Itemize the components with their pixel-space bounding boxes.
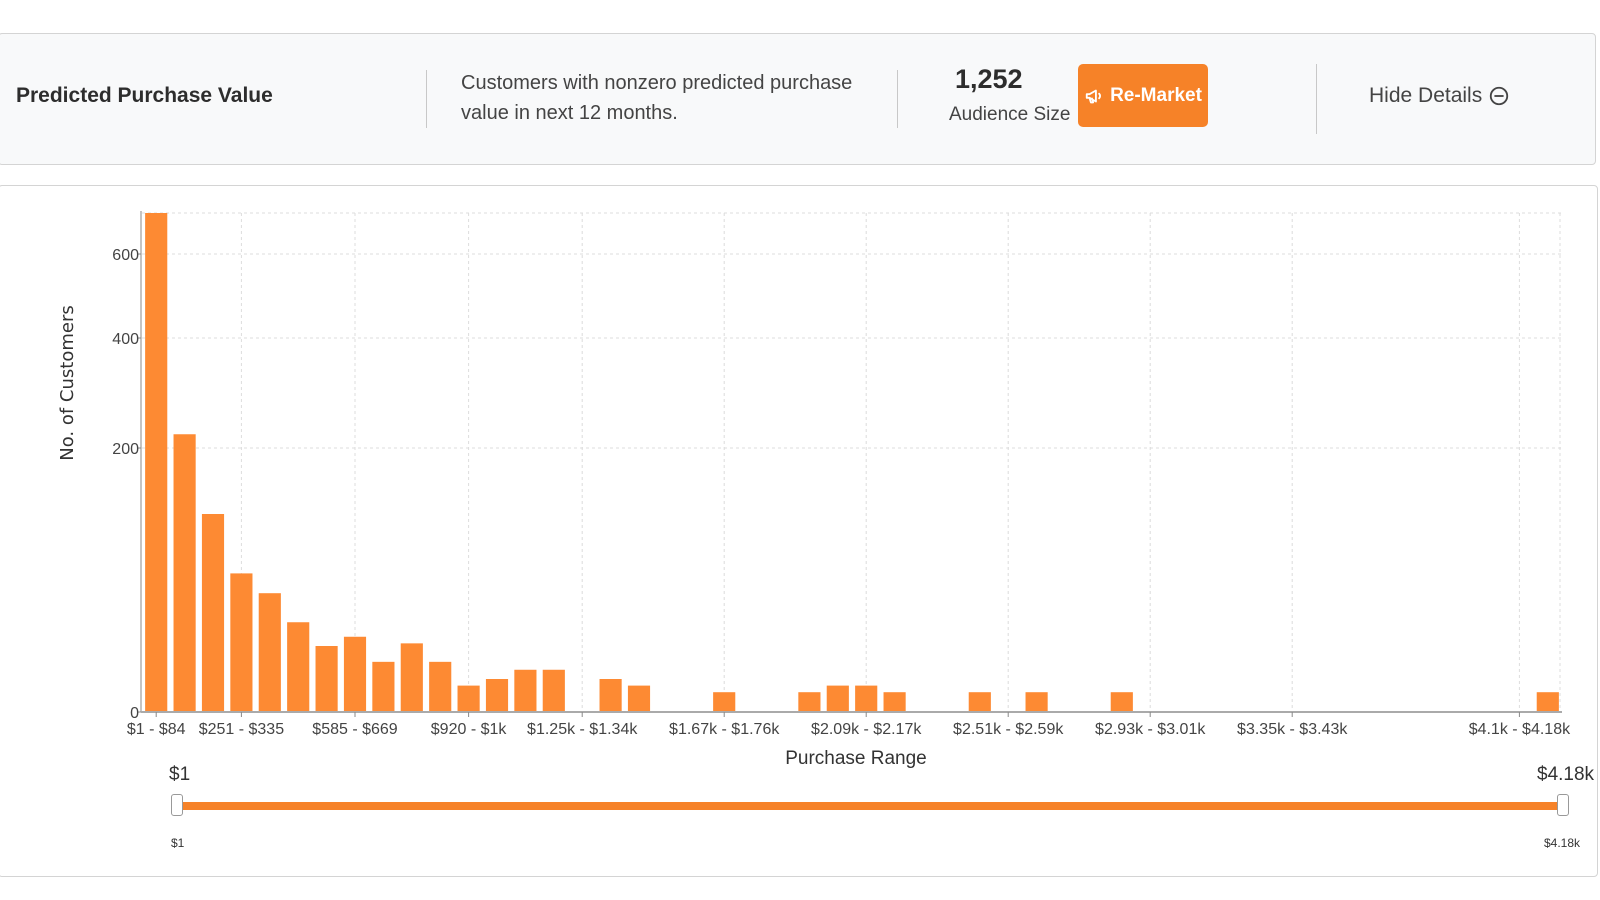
- bar: [201, 514, 225, 712]
- y-axis-label: No. of Customers: [57, 305, 78, 461]
- range-max-value: $4.18k: [1537, 764, 1595, 785]
- x-tick-label: $2.93k - $3.01k: [1095, 721, 1206, 738]
- bar: [855, 685, 878, 712]
- x-tick-label: $1.67k - $1.76k: [669, 721, 780, 738]
- header-card: [0, 33, 1596, 165]
- bar: [485, 679, 509, 712]
- bar: [1110, 692, 1133, 712]
- bar: [258, 593, 281, 712]
- hide-details-label: Hide Details: [1369, 84, 1483, 107]
- bar: [883, 692, 906, 712]
- bar: [713, 692, 736, 712]
- divider: [1316, 64, 1317, 134]
- bar: [173, 434, 196, 712]
- range-min-tick: $1: [171, 836, 185, 850]
- x-tick-label: $1.25k - $1.34k: [527, 721, 638, 738]
- bar: [826, 685, 849, 712]
- x-tick-label: $4.1k - $4.18k: [1469, 721, 1571, 738]
- bar: [343, 636, 367, 712]
- chart-card: [0, 185, 1598, 877]
- bar: [429, 661, 452, 712]
- divider: [897, 70, 898, 128]
- bar: [372, 661, 395, 712]
- audience-size-label: Audience Size: [949, 104, 1071, 125]
- x-axis-label: Purchase Range: [785, 748, 927, 769]
- re-market-button[interactable]: Re-Market: [1078, 64, 1208, 127]
- y-tick-label: 600: [112, 247, 139, 264]
- bar: [514, 669, 537, 712]
- minus-circle-icon: [1490, 86, 1509, 106]
- x-tick-label: $920 - $1k: [431, 721, 508, 738]
- bar: [457, 685, 480, 712]
- x-tick-label: $1 - $84: [127, 721, 186, 738]
- bar: [542, 669, 565, 712]
- bar: [627, 685, 651, 712]
- bar: [1025, 692, 1048, 712]
- audience-description: Customers with nonzero predicted purchas…: [461, 72, 853, 124]
- x-tick-label: $2.09k - $2.17k: [811, 721, 922, 738]
- bar: [400, 643, 423, 712]
- x-tick-label: $251 - $335: [199, 721, 285, 738]
- x-tick-label: $585 - $669: [312, 721, 398, 738]
- bar: [287, 622, 310, 712]
- page-title: Predicted Purchase Value: [16, 84, 273, 107]
- megaphone-icon: [1085, 89, 1102, 103]
- x-tick-label: $2.51k - $2.59k: [953, 721, 1064, 738]
- bar: [798, 692, 821, 712]
- re-market-label: Re-Market: [1110, 84, 1202, 106]
- audience-count: 1,252: [955, 64, 1023, 94]
- range-min-handle[interactable]: [171, 794, 183, 816]
- range-min-value: $1: [169, 764, 191, 785]
- bar: [145, 213, 168, 712]
- hide-details-button[interactable]: Hide Details: [1369, 84, 1510, 108]
- bar: [1536, 692, 1559, 712]
- x-tick-label: $3.35k - $3.43k: [1237, 721, 1348, 738]
- divider: [426, 70, 427, 128]
- range-max-handle[interactable]: [1557, 794, 1569, 816]
- y-tick-label: 400: [112, 331, 139, 348]
- bar: [599, 679, 622, 712]
- bar: [968, 692, 991, 712]
- bar: [230, 573, 253, 712]
- y-tick-label: 200: [112, 441, 139, 458]
- bar: [315, 646, 338, 712]
- range-max-tick: $4.18k: [1544, 836, 1581, 850]
- y-tick-label: 0: [130, 705, 139, 722]
